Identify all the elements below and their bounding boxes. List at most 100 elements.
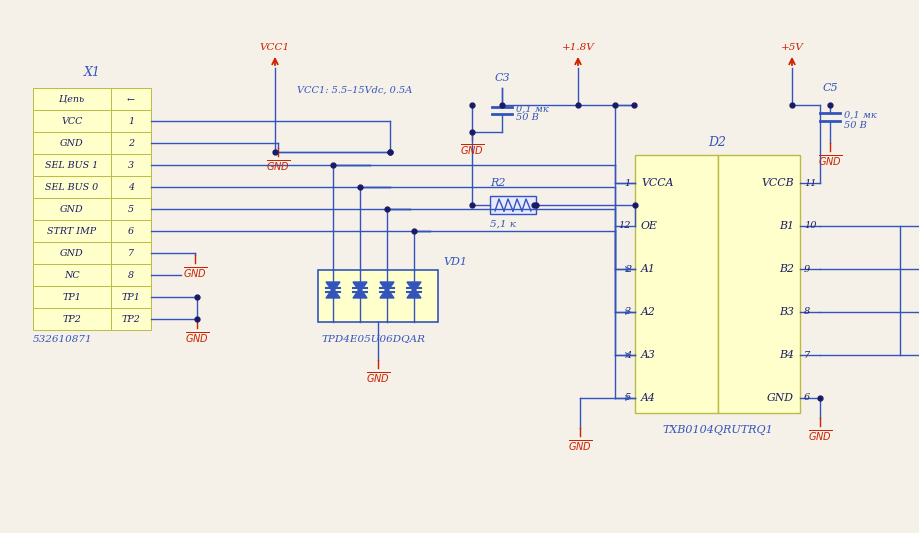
Polygon shape xyxy=(326,288,340,298)
Bar xyxy=(33,176,111,198)
Bar xyxy=(318,270,438,322)
Text: $\overline{GND}$: $\overline{GND}$ xyxy=(366,370,391,385)
Text: 532610871: 532610871 xyxy=(33,335,93,344)
Text: B1: B1 xyxy=(779,221,794,231)
Text: GND: GND xyxy=(60,205,84,214)
Text: 6: 6 xyxy=(128,227,134,236)
Text: $\overline{GND}$: $\overline{GND}$ xyxy=(568,438,592,453)
Text: VCCB: VCCB xyxy=(761,178,794,188)
Bar xyxy=(111,242,151,264)
Text: C3: C3 xyxy=(494,73,510,83)
Text: TP1: TP1 xyxy=(62,293,82,302)
Text: $\overline{GND}$: $\overline{GND}$ xyxy=(266,158,290,173)
Polygon shape xyxy=(407,282,421,292)
Bar xyxy=(111,308,151,330)
Polygon shape xyxy=(407,288,421,298)
Text: NC: NC xyxy=(64,271,80,279)
Text: 7: 7 xyxy=(804,351,811,359)
Bar xyxy=(33,88,111,110)
Text: ←: ← xyxy=(127,94,135,103)
Text: OE: OE xyxy=(641,221,658,231)
Text: A3: A3 xyxy=(641,350,656,360)
Bar xyxy=(33,220,111,242)
Text: 4: 4 xyxy=(128,182,134,191)
Bar xyxy=(33,308,111,330)
Text: SEL BUS 1: SEL BUS 1 xyxy=(45,160,98,169)
Polygon shape xyxy=(353,282,367,292)
Text: 10: 10 xyxy=(804,222,816,230)
Polygon shape xyxy=(380,282,394,292)
Bar xyxy=(33,198,111,220)
Text: B3: B3 xyxy=(779,307,794,317)
Bar xyxy=(111,176,151,198)
Text: $\overline{GND}$: $\overline{GND}$ xyxy=(460,142,484,157)
Text: VCC: VCC xyxy=(62,117,83,125)
Bar xyxy=(33,154,111,176)
Bar xyxy=(33,110,111,132)
Text: B2: B2 xyxy=(779,264,794,274)
Text: 0,1 мк: 0,1 мк xyxy=(844,110,877,119)
Bar xyxy=(33,132,111,154)
Text: 4: 4 xyxy=(625,351,631,359)
Text: 7: 7 xyxy=(128,248,134,257)
Text: 9: 9 xyxy=(804,264,811,273)
Bar xyxy=(111,286,151,308)
Text: 1: 1 xyxy=(625,179,631,188)
Text: $\overline{GND}$: $\overline{GND}$ xyxy=(818,153,842,168)
Text: D2: D2 xyxy=(709,136,727,149)
Text: 50 В: 50 В xyxy=(516,114,539,123)
Text: SEL BUS 0: SEL BUS 0 xyxy=(45,182,98,191)
Text: 5: 5 xyxy=(625,393,631,402)
Text: GND: GND xyxy=(60,248,84,257)
Bar xyxy=(111,154,151,176)
Bar xyxy=(33,242,111,264)
Bar xyxy=(111,264,151,286)
Text: 12: 12 xyxy=(618,222,631,230)
Bar xyxy=(718,155,800,413)
Text: STRT IMP: STRT IMP xyxy=(48,227,96,236)
Bar xyxy=(33,264,111,286)
Bar xyxy=(111,220,151,242)
Text: Цепь: Цепь xyxy=(60,94,85,103)
Text: VCC1: 5.5–15Vdc, 0.5A: VCC1: 5.5–15Vdc, 0.5A xyxy=(297,85,413,94)
Polygon shape xyxy=(353,288,367,298)
Text: 11: 11 xyxy=(804,179,816,188)
Text: TP2: TP2 xyxy=(62,314,82,324)
Bar xyxy=(635,155,718,413)
Text: 1: 1 xyxy=(128,117,134,125)
Text: X1: X1 xyxy=(84,67,100,79)
Text: 0,1 мк: 0,1 мк xyxy=(516,104,549,114)
Bar xyxy=(33,286,111,308)
Text: 8: 8 xyxy=(804,308,811,317)
Text: GND: GND xyxy=(60,139,84,148)
Text: A4: A4 xyxy=(641,393,656,403)
Text: 5: 5 xyxy=(128,205,134,214)
Text: 6: 6 xyxy=(804,393,811,402)
Bar xyxy=(111,132,151,154)
Text: TPD4E05U06DQAR: TPD4E05U06DQAR xyxy=(321,334,425,343)
Bar xyxy=(111,110,151,132)
Text: 3: 3 xyxy=(625,308,631,317)
Text: VCC1: VCC1 xyxy=(260,43,290,52)
Text: 3: 3 xyxy=(128,160,134,169)
Text: R2: R2 xyxy=(490,178,505,188)
Text: $\overline{GND}$: $\overline{GND}$ xyxy=(808,428,833,443)
Text: GND: GND xyxy=(767,393,794,403)
Text: +1.8V: +1.8V xyxy=(562,43,595,52)
Bar xyxy=(490,196,536,214)
Text: $\overline{GND}$: $\overline{GND}$ xyxy=(183,265,207,280)
Text: 5,1 к: 5,1 к xyxy=(490,220,516,229)
Text: TXB0104QRUTRQ1: TXB0104QRUTRQ1 xyxy=(662,425,773,435)
Text: $\overline{GND}$: $\overline{GND}$ xyxy=(185,330,210,345)
Bar xyxy=(111,198,151,220)
Polygon shape xyxy=(380,288,394,298)
Text: VD1: VD1 xyxy=(443,257,467,267)
Text: B4: B4 xyxy=(779,350,794,360)
Polygon shape xyxy=(326,282,340,292)
Text: 2: 2 xyxy=(128,139,134,148)
Text: A1: A1 xyxy=(641,264,656,274)
Text: VCCA: VCCA xyxy=(641,178,674,188)
Text: +5V: +5V xyxy=(780,43,803,52)
Text: 8: 8 xyxy=(128,271,134,279)
Bar xyxy=(111,88,151,110)
